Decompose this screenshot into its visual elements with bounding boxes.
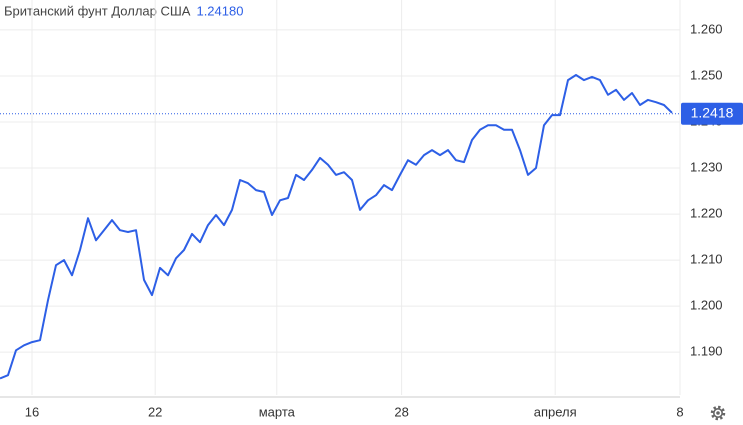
current-price-box [681, 102, 743, 125]
x-tick-label: 22 [148, 404, 162, 419]
chart-title: Британский фунт Доллар США [4, 3, 191, 18]
current-price-label: 1.2418 [691, 104, 734, 120]
x-tick-label: 16 [25, 404, 39, 419]
price: 1.24180 [196, 3, 243, 18]
y-tick-label: 1.230 [690, 159, 723, 174]
x-tick-label: 8 [676, 404, 683, 419]
y-tick-label: 1.200 [690, 298, 723, 313]
x-tick-label: апреля [534, 404, 577, 419]
y-tick-label: 1.220 [690, 206, 723, 221]
x-tick-label: марта [259, 404, 296, 419]
price-line [0, 74, 673, 380]
grid [0, 0, 681, 395]
y-tick-label: 1.210 [690, 252, 723, 267]
y-tick-label: 1.250 [690, 67, 723, 82]
x-tick-label: 28 [394, 404, 408, 419]
y-tick-label: 1.190 [690, 344, 723, 359]
settings-icon[interactable] [710, 405, 726, 421]
y-tick-label: 1.260 [690, 21, 723, 36]
